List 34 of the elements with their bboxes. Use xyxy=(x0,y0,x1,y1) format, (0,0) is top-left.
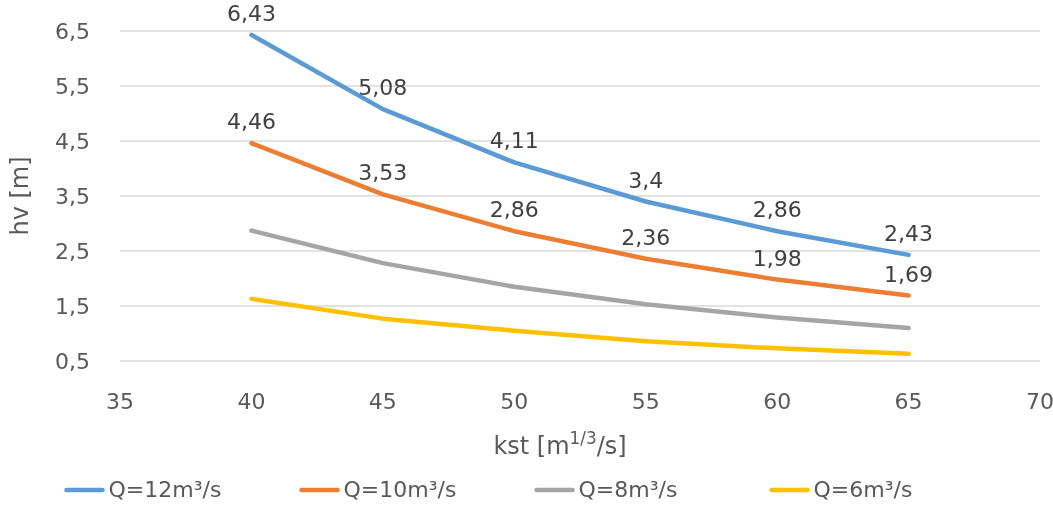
data-label: 2,86 xyxy=(752,197,802,223)
x-tick-label: 60 xyxy=(763,389,792,414)
x-tick-label: 70 xyxy=(1026,389,1053,414)
data-label: 3,53 xyxy=(358,160,408,186)
data-label: 4,11 xyxy=(489,128,539,154)
y-axis-title: hv [m] xyxy=(6,156,34,236)
data-label: 2,36 xyxy=(621,224,671,250)
legend-label: Q=6m³/s xyxy=(813,477,913,502)
y-tick-label: 0,5 xyxy=(55,348,90,374)
y-tick-label: 5,5 xyxy=(55,73,90,99)
y-tick-label: 6,5 xyxy=(55,18,90,44)
x-tick-label: 65 xyxy=(894,389,923,414)
data-label: 2,43 xyxy=(884,220,934,246)
legend-label: Q=12m³/s xyxy=(108,477,222,502)
data-label: 6,43 xyxy=(226,0,276,26)
y-tick-label: 4,5 xyxy=(55,128,90,154)
legend-label: Q=8m³/s xyxy=(578,477,678,502)
data-label: 2,86 xyxy=(489,197,539,223)
legend-label: Q=10m³/s xyxy=(343,477,457,502)
x-axis-title: kst [m$^{1/3}$/s] xyxy=(493,428,627,460)
y-tick-label: 3,5 xyxy=(55,183,90,209)
x-tick-label: 55 xyxy=(631,389,660,414)
x-tick-label: 45 xyxy=(368,389,397,414)
line-series xyxy=(249,296,911,357)
x-tick-label: 35 xyxy=(106,389,134,414)
x-tick-label: 40 xyxy=(237,389,266,414)
y-tick-label: 2,5 xyxy=(55,238,90,264)
y-tick-label: 1,5 xyxy=(55,293,90,319)
x-tick-label: 50 xyxy=(500,389,529,414)
data-label: 1,69 xyxy=(884,261,934,287)
data-label: 5,08 xyxy=(358,75,408,101)
data-label: 1,98 xyxy=(752,245,802,271)
data-label: 3,4 xyxy=(628,167,664,193)
data-label: 4,46 xyxy=(226,109,276,135)
